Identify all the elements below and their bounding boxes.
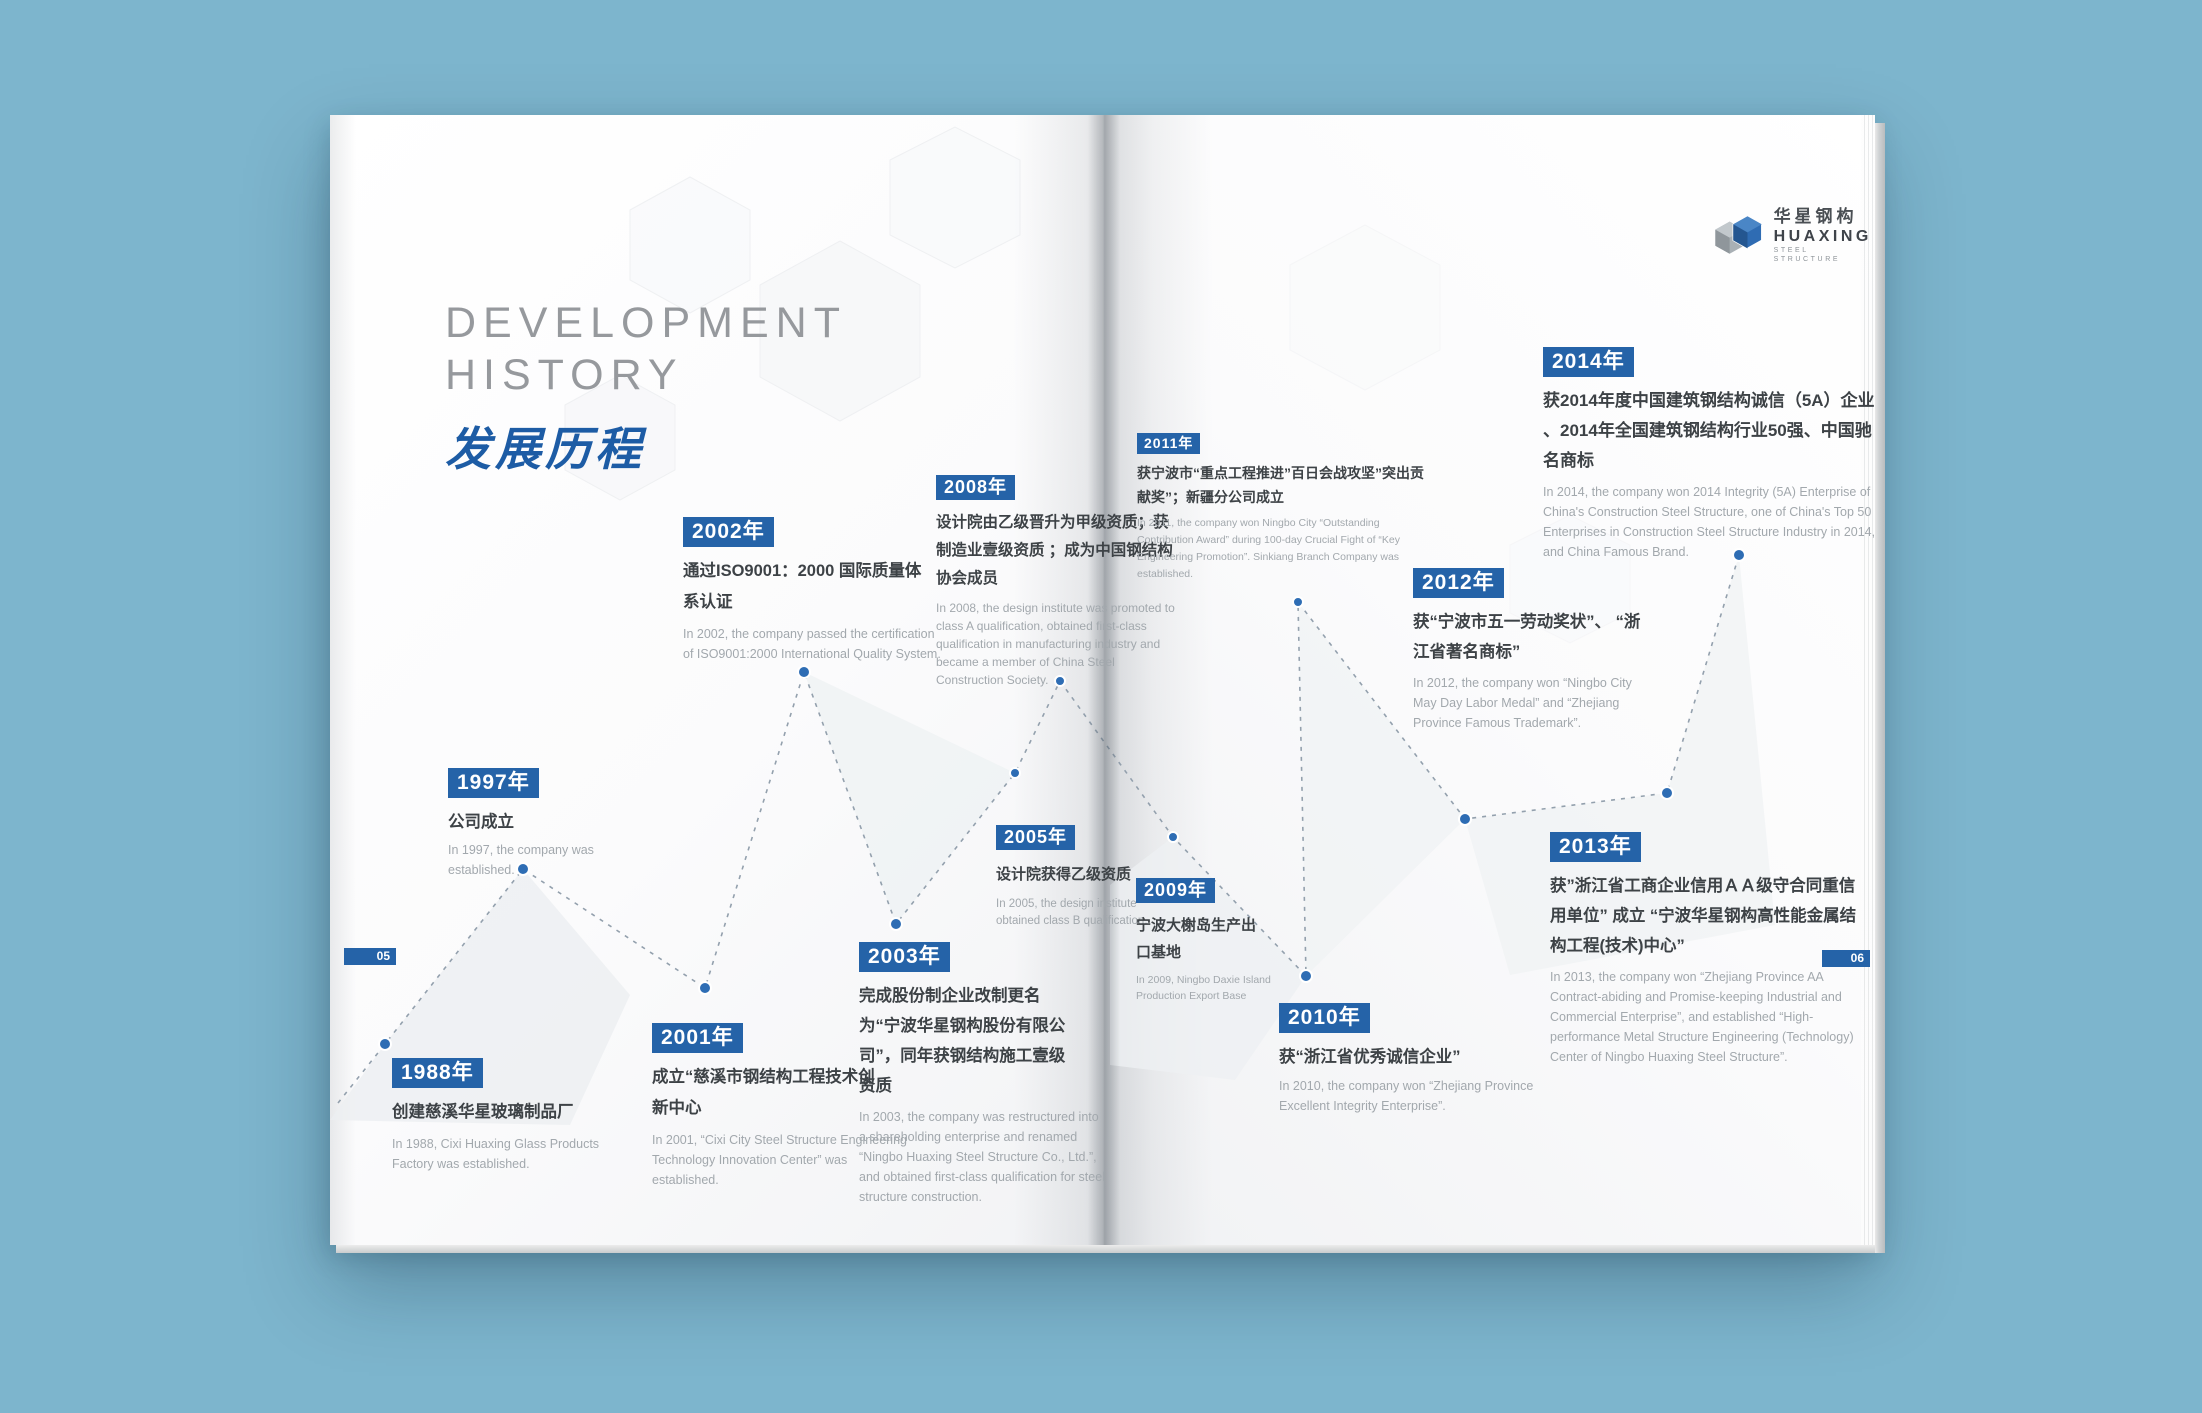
entry-title-cn: 成立“慈溪市钢结构工程技术创新中心 — [652, 1068, 875, 1117]
entry-desc-en: In 2002, the company passed the certific… — [683, 627, 941, 661]
year-badge: 2008年 — [936, 475, 1016, 500]
timeline-entry-2001: 2001年 成立“慈溪市钢结构工程技术创新中心 In 2001, “Cixi C… — [652, 1023, 910, 1190]
timeline-entry-1997: 1997年 公司成立 In 1997, the company was esta… — [448, 768, 628, 880]
background-cubes — [564, 126, 1631, 644]
open-brochure: DEVELOPMENT HISTORY 发展历程 华星钢构 HUAXING ST… — [330, 115, 1885, 1253]
company-logo: 华星钢构 HUAXING STEEL STRUCTURE — [1710, 207, 1875, 264]
timeline-entry-2011: 2011年 获宁波市“重点工程推进”百日会战攻坚”突出贡献奖”；新疆分公司成立 … — [1137, 433, 1433, 583]
page-number-right: 06 — [1822, 950, 1870, 967]
title-english: DEVELOPMENT HISTORY — [445, 297, 847, 401]
logo-text: 华星钢构 HUAXING STEEL STRUCTURE — [1774, 207, 1875, 264]
timeline-entry-2012: 2012年 获“宁波市五一劳动奖状”、 “浙江省著名商标” In 2012, t… — [1413, 568, 1649, 733]
year-badge: 2005年 — [996, 825, 1076, 850]
year-badge: 2013年 — [1550, 832, 1641, 862]
year-badge: 1988年 — [392, 1058, 483, 1088]
book-spine — [1088, 115, 1120, 1245]
year-badge: 2012年 — [1413, 568, 1504, 598]
entry-desc-en: In 2009, Ningbo Daxie Island Production … — [1136, 974, 1271, 1002]
timeline-entry-2002: 2002年 通过ISO9001：2000 国际质量体系认证 In 2002, t… — [683, 517, 945, 664]
year-badge: 2009年 — [1136, 878, 1216, 903]
entry-title-cn: 完成股份制企业改制更名为“宁波华星钢构股份有限公司”，同年获钢结构施工壹级资质 — [859, 987, 1066, 1095]
entry-title-cn: 通过ISO9001：2000 国际质量体系认证 — [683, 562, 922, 611]
timeline-entry-2005: 2005年 设计院获得乙级资质 In 2005, the design inst… — [996, 825, 1182, 930]
entry-title-cn: 设计院获得乙级资质 — [996, 866, 1132, 883]
timeline-entry-1988: 1988年 创建慈溪华星玻璃制品厂 In 1988, Cixi Huaxing … — [392, 1058, 644, 1174]
entry-desc-en: In 2010, the company won “Zhejiang Provi… — [1279, 1079, 1534, 1113]
year-badge: 2001年 — [652, 1023, 743, 1053]
entry-desc-en: In 2008, the design institute was promot… — [936, 601, 1175, 687]
entry-desc-en: In 2001, “Cixi City Steel Structure Engi… — [652, 1133, 907, 1187]
entry-title-cn: 获宁波市“重点工程推进”百日会战攻坚”突出贡献奖”；新疆分公司成立 — [1137, 465, 1424, 505]
title-chinese: 发展历程 — [445, 422, 645, 476]
logo-cube-icon — [1715, 215, 1763, 254]
timeline-entry-2010: 2010年 获“浙江省优秀诚信企业” In 2010, the company … — [1279, 1003, 1567, 1116]
timeline-node-dots — [378, 548, 1746, 1051]
entry-title-cn: 获2014年度中国建筑钢结构诚信（5A）企业 、2014年全国建筑钢结构行业50… — [1543, 391, 1875, 470]
timeline-entry-2009: 2009年 宁波大榭岛生产出口基地 In 2009, Ningbo Daxie … — [1136, 878, 1304, 1004]
timeline-entry-2014: 2014年 获2014年度中国建筑钢结构诚信（5A）企业 、2014年全国建筑钢… — [1543, 347, 1879, 562]
entry-desc-en: In 1988, Cixi Huaxing Glass Products Fac… — [392, 1137, 600, 1171]
entry-title-cn: 设计院由乙级晋升为甲级资质；获制造业壹级资质 ；成为中国钢结构协会成员 — [936, 514, 1173, 587]
entry-desc-en: In 2012, the company won “Ningbo City Ma… — [1413, 676, 1632, 730]
title-line1: DEVELOPMENT — [445, 299, 847, 347]
year-badge: 2002年 — [683, 517, 774, 547]
timeline-entry-2003: 2003年 完成股份制企业改制更名为“宁波华星钢构股份有限公司”，同年获钢结构施… — [859, 942, 1107, 1207]
year-badge: 2003年 — [859, 942, 950, 972]
entry-desc-en: In 2014, the company won 2014 Integrity … — [1543, 485, 1876, 559]
page-number-left: 05 — [344, 948, 396, 965]
year-badge: 2014年 — [1543, 347, 1634, 377]
title-line2: HISTORY — [445, 351, 684, 399]
logo-text-en: HUAXING — [1773, 228, 1872, 245]
page-title: DEVELOPMENT HISTORY 发展历程 — [445, 297, 847, 479]
entry-title-cn: 获“浙江省优秀诚信企业” — [1279, 1048, 1461, 1066]
entry-title-cn: 获”浙江省工商企业信用ＡＡ级守合同重信用单位” 成立 “宁波华星钢构高性能金属结… — [1550, 877, 1857, 955]
entry-desc-en: In 2011, the company won Ningbo City “Ou… — [1137, 517, 1401, 580]
year-badge: 2011年 — [1137, 433, 1201, 454]
entry-desc-en: In 2013, the company won “Zhejiang Provi… — [1550, 970, 1854, 1064]
entry-desc-en: In 2003, the company was restructured in… — [859, 1110, 1105, 1204]
entry-desc-en: In 1997, the company was established. — [448, 843, 594, 877]
year-badge: 1997年 — [448, 768, 539, 798]
year-badge: 2010年 — [1279, 1003, 1370, 1033]
timeline-entry-2008: 2008年 设计院由乙级晋升为甲级资质；获制造业壹级资质 ；成为中国钢结构协会成… — [936, 475, 1184, 689]
entry-title-cn: 公司成立 — [448, 813, 514, 831]
timeline-entry-2013: 2013年 获”浙江省工商企业信用ＡＡ级守合同重信用单位” 成立 “宁波华星钢构… — [1550, 832, 1874, 1067]
entry-title-cn: 创建慈溪华星玻璃制品厂 — [392, 1103, 574, 1121]
entry-title-cn: 获“宁波市五一劳动奖状”、 “浙江省著名商标” — [1413, 613, 1641, 661]
logo-text-sub: STEEL STRUCTURE — [1773, 247, 1841, 263]
entry-title-cn: 宁波大榭岛生产出口基地 — [1136, 917, 1257, 961]
entry-desc-en: In 2005, the design institute obtained c… — [996, 898, 1148, 927]
logo-text-cn: 华星钢构 — [1773, 207, 1858, 226]
